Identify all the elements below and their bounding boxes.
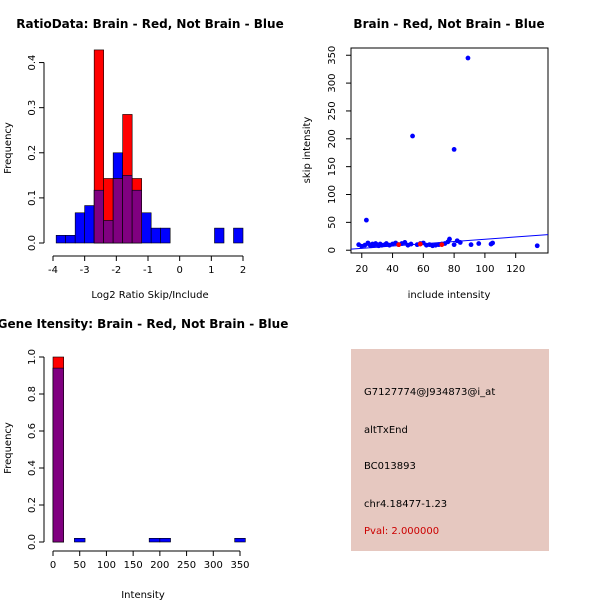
hist-bar-overlap-0: [93, 189, 104, 244]
y-tick-label-2: 0.2: [27, 145, 38, 161]
y-tick-label-3: 0.3: [27, 100, 38, 116]
y-tick-label-0: 0.0: [27, 534, 38, 550]
y-tick-label-4: 0.4: [27, 55, 38, 71]
scatter-y-tick-label-7: 350: [327, 46, 338, 65]
scatter-point-not-brain-24: [410, 133, 415, 139]
hist-bar-not-brain-12: [214, 227, 225, 244]
x-tick-label-5: 250: [177, 560, 196, 571]
hist-bar-not-brain-0: [55, 235, 66, 244]
x-tick-label-1: 50: [73, 560, 86, 571]
x-tick-label-0: -4: [48, 265, 58, 276]
scatter-title: Brain - Red, Not Brain - Blue: [353, 17, 544, 31]
location-text: chr4.18477-1.23: [364, 499, 448, 510]
scatter-point-brain-2: [439, 242, 445, 248]
scatter-y-tick-label-6: 300: [327, 74, 338, 93]
scatter-x-tick-label-5: 120: [506, 264, 525, 275]
hist-bar-overlap-0: [52, 367, 64, 543]
x-tick-label-3: 150: [124, 560, 143, 571]
scatter-x-tick-label-3: 80: [448, 264, 461, 275]
hist-bar-not-brain-10: [150, 227, 161, 244]
gene-histogram-ylabel: Frequency: [3, 422, 14, 474]
scatter-point-not-brain-23: [408, 241, 414, 247]
scatter-point-not-brain-43: [476, 241, 482, 246]
hist-bar-not-brain-2: [148, 537, 161, 543]
x-tick-label-2: 100: [97, 560, 116, 571]
y-tick-label-4: 0.8: [27, 386, 38, 402]
scatter-x-tick-label-1: 40: [386, 264, 399, 275]
scatter-plot-frame: [350, 47, 549, 254]
hist-bar-overlap-1: [103, 220, 114, 244]
x-tick-label-5: 1: [208, 265, 214, 276]
scatter-point-not-brain-45: [490, 240, 495, 246]
scatter-x-tick-label-2: 60: [417, 264, 430, 275]
hist-bar-not-brain-1: [65, 235, 76, 244]
scatter-x-tick-label-4: 100: [475, 264, 494, 275]
ratio-histogram-ylabel: Frequency: [3, 122, 14, 174]
scatter-point-not-brain-42: [468, 242, 474, 248]
accession-text: BC013893: [364, 461, 416, 472]
hist-bar-overlap-3: [122, 175, 133, 244]
hist-bar-not-brain-3: [84, 205, 95, 244]
scatter-y-tick-label-1: 50: [327, 216, 338, 229]
scatter-point-not-brain-36: [447, 236, 452, 242]
x-tick-label-7: 350: [230, 560, 249, 571]
y-tick-label-0: 0.0: [27, 235, 38, 251]
y-tick-label-5: 1.0: [27, 349, 38, 365]
hist-bar-not-brain-13: [233, 227, 244, 244]
x-tick-label-1: -3: [80, 265, 90, 276]
x-tick-label-3: -1: [143, 265, 153, 276]
scatter-point-not-brain-41: [465, 55, 471, 61]
pval-text: Pval: 2.000000: [364, 526, 440, 537]
y-tick-label-2: 0.4: [27, 460, 38, 476]
x-tick-label-6: 300: [204, 560, 223, 571]
scatter-x-tick-label-0: 20: [355, 264, 368, 275]
hist-bar-not-brain-4: [234, 537, 246, 543]
scatter-panel: Brain - Red, Not Brain - Blue include in…: [302, 17, 549, 301]
ratio-histogram-title: RatioData: Brain - Red, Not Brain - Blue: [16, 17, 283, 31]
hist-bar-overlap-2: [112, 178, 123, 244]
scatter-point-not-brain-40: [457, 240, 463, 245]
scatter-point-not-brain-37: [451, 146, 457, 152]
scatter-point-brain-0: [396, 242, 402, 248]
scatter-point-not-brain-21: [402, 240, 408, 245]
scatter-y-tick-label-4: 200: [327, 129, 338, 148]
hist-bar-not-brain-3: [159, 537, 171, 543]
y-tick-label-1: 0.1: [27, 190, 38, 206]
probe-id-text: G7127774@J934873@i_at: [364, 387, 496, 398]
hist-bar-not-brain-2: [74, 212, 85, 244]
hist-bar-not-brain-9: [141, 212, 152, 244]
scatter-xlabel: include intensity: [408, 290, 491, 301]
x-tick-label-0: 0: [50, 560, 56, 571]
ratio-histogram-xlabel: Log2 Ratio Skip/Include: [91, 290, 208, 301]
gene-histogram-title: Gene Itensity: Brain - Red, Not Brain - …: [0, 317, 288, 331]
x-tick-label-6: 2: [240, 265, 246, 276]
event-type-text: altTxEnd: [364, 425, 408, 436]
gene-histogram-xlabel: Intensity: [121, 590, 165, 600]
scatter-point-brain-1: [417, 241, 423, 247]
scatter-y-tick-label-0: 0: [327, 247, 338, 253]
scatter-point-not-brain-38: [451, 242, 457, 248]
scatter-ylabel: skip intensity: [302, 117, 313, 184]
scatter-y-tick-label-5: 250: [327, 101, 338, 120]
y-tick-label-1: 0.2: [27, 497, 38, 513]
x-tick-label-4: 0: [176, 265, 182, 276]
hist-bar-not-brain-1: [74, 537, 86, 543]
ratio-histogram-panel: RatioData: Brain - Red, Not Brain - Blue…: [3, 17, 284, 301]
y-tick-label-3: 0.6: [27, 423, 38, 439]
x-tick-label-2: -2: [111, 265, 121, 276]
info-panel: G7127774@J934873@i_at altTxEnd BC013893 …: [351, 349, 549, 551]
scatter-y-tick-label-2: 100: [327, 185, 338, 204]
scatter-point-not-brain-46: [534, 243, 540, 249]
hist-bar-overlap-4: [131, 189, 142, 244]
scatter-y-tick-label-3: 150: [327, 157, 338, 176]
x-tick-label-4: 200: [150, 560, 169, 571]
hist-bar-not-brain-11: [160, 227, 171, 244]
scatter-point-not-brain-3: [363, 217, 369, 223]
gene-histogram-panel: Gene Itensity: Brain - Red, Not Brain - …: [0, 317, 288, 601]
